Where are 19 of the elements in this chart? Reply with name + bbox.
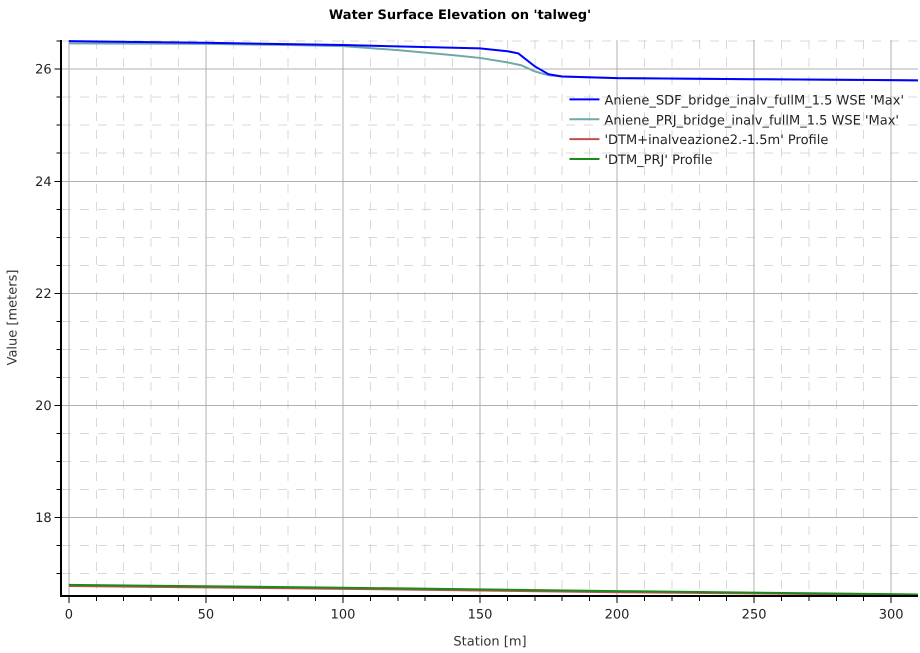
x-tick-label: 0	[64, 607, 73, 622]
legend-label: Aniene_PRJ_bridge_inalv_fullM_1.5 WSE 'Max'	[604, 113, 900, 128]
x-tick-label: 200	[604, 607, 630, 622]
x-tick-label: 100	[330, 607, 356, 622]
y-tick-label: 26	[35, 62, 52, 78]
x-axis-title: Station [m]	[453, 634, 527, 650]
x-tick-label: 150	[468, 607, 492, 622]
y-tick-label: 22	[35, 286, 52, 302]
legend-label: 'DTM_PRJ' Profile	[604, 153, 713, 168]
x-tick-label: 250	[742, 607, 767, 622]
x-tick-label: 50	[198, 607, 214, 622]
legend-label: 'DTM+inalveazione2.-1.5m' Profile	[604, 133, 828, 148]
chart-title: Water Surface Elevation on 'talweg'	[328, 8, 592, 23]
y-tick-label: 20	[35, 399, 52, 414]
y-axis-title: Value [meters]	[6, 270, 21, 366]
x-tick-label: 300	[878, 607, 904, 622]
y-tick-label: 24	[35, 174, 52, 190]
y-tick-label: 18	[35, 511, 52, 526]
legend-label: Aniene_SDF_bridge_inalv_fullM_1.5 WSE 'Max'	[604, 93, 904, 108]
